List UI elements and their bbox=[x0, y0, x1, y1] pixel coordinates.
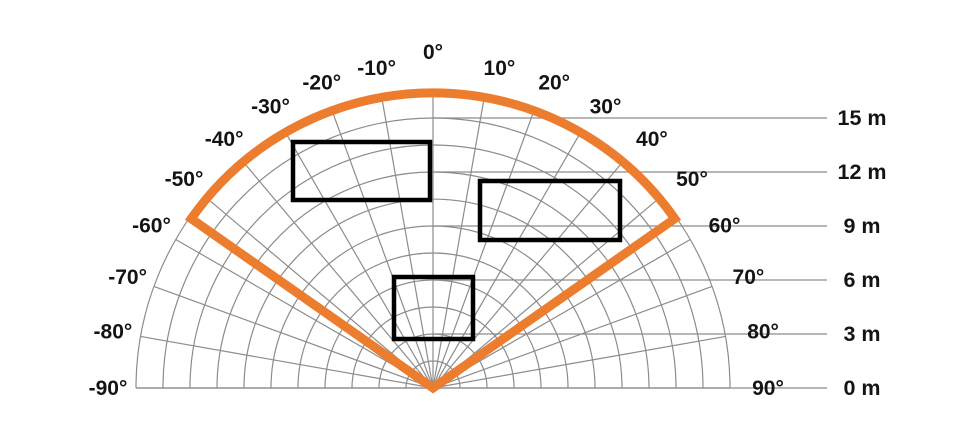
angle-tick-label: -80° bbox=[94, 321, 133, 344]
range-tick-label: 3 m bbox=[843, 322, 880, 346]
grid-radial-line bbox=[432, 335, 726, 389]
angle-tick-label: 90° bbox=[752, 377, 784, 400]
angle-tick-label: -50° bbox=[165, 168, 204, 191]
range-tick-label: 15 m bbox=[837, 106, 886, 130]
angle-tick-label: 80° bbox=[747, 321, 779, 344]
detection-zone bbox=[290, 139, 433, 203]
grid-radial-line bbox=[432, 108, 536, 389]
angle-tick-label: 60° bbox=[709, 215, 741, 238]
grid-radial-line bbox=[432, 130, 583, 389]
range-tick-label: 12 m bbox=[837, 160, 886, 184]
grid-radial-line bbox=[241, 160, 434, 389]
grid-radial-line bbox=[432, 160, 625, 389]
angle-tick-label: -30° bbox=[251, 96, 290, 119]
range-tick-label: 0 m bbox=[843, 376, 880, 400]
range-tick-label: 6 m bbox=[843, 268, 880, 292]
grid-radial-line bbox=[330, 108, 434, 389]
grid-radial-line bbox=[283, 130, 434, 389]
angle-tick-label: 40° bbox=[636, 128, 668, 151]
angle-tick-label: 70° bbox=[733, 266, 765, 289]
angle-tick-label: -70° bbox=[108, 266, 147, 289]
angle-tick-label: 20° bbox=[538, 72, 570, 95]
detection-zone bbox=[477, 178, 623, 243]
angle-tick-label: 0° bbox=[423, 41, 443, 64]
angle-tick-label: 10° bbox=[484, 57, 516, 80]
angle-tick-label: -20° bbox=[302, 72, 341, 95]
angle-tick-label: -10° bbox=[357, 57, 396, 80]
angle-tick-label: 30° bbox=[590, 96, 622, 119]
angle-tick-label: 50° bbox=[676, 168, 708, 191]
angle-tick-label: -40° bbox=[205, 128, 244, 151]
fov-boundary bbox=[184, 88, 682, 394]
grid-radial-line bbox=[153, 285, 434, 389]
range-tick-label: 9 m bbox=[843, 214, 880, 238]
grid-radial-line bbox=[432, 285, 713, 389]
detection-zone bbox=[391, 274, 476, 342]
grid-radial-line bbox=[140, 335, 434, 389]
angle-tick-label: -60° bbox=[132, 215, 171, 238]
angle-tick-label: -90° bbox=[89, 377, 128, 400]
